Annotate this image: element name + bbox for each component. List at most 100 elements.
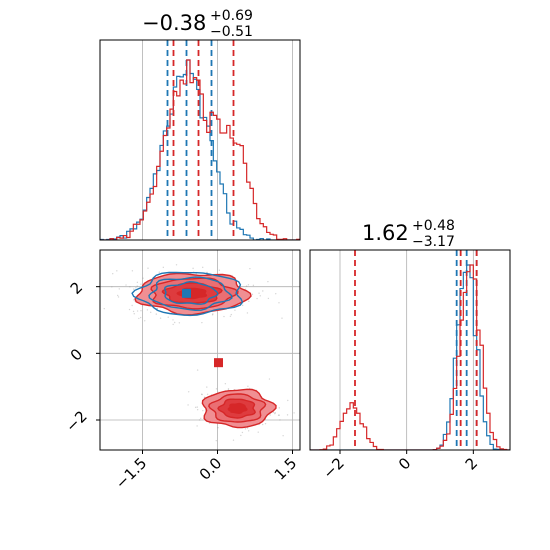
scatter-point: [215, 439, 217, 442]
scatter-point: [247, 430, 250, 432]
scatter-point: [252, 284, 255, 287]
scatter-point: [249, 267, 251, 270]
scatter-point: [218, 269, 221, 271]
scatter-point: [281, 317, 283, 319]
scatter-point: [206, 271, 208, 274]
scatter-point: [262, 423, 264, 426]
scatter-point: [135, 287, 137, 289]
hist-param1-panel: [309, 249, 511, 451]
scatter-point: [172, 319, 174, 321]
scatter-point: [116, 294, 119, 297]
scatter-point: [116, 270, 118, 272]
scatter-point: [257, 431, 259, 433]
y-tick-label: −2: [62, 407, 90, 435]
scatter-point: [230, 313, 233, 316]
scatter-point: [224, 383, 227, 385]
scatter-point: [138, 317, 140, 320]
scatter-point: [229, 315, 232, 317]
scatter-point: [131, 304, 133, 307]
scatter-point: [275, 293, 277, 295]
scatter-point: [85, 268, 86, 269]
scatter-point: [131, 270, 134, 272]
axis-ticks: −1.5 0.0 1.5 −2 −2 0 0 2 2: [62, 278, 481, 492]
hist-red-param1: [310, 264, 510, 450]
scatter-point: [264, 422, 267, 425]
scatter-point: [155, 313, 158, 315]
scatter-point: [90, 311, 91, 312]
scatter-point: [159, 317, 162, 319]
scatter-point: [136, 285, 138, 287]
scatter-point: [234, 309, 236, 311]
title-param0-value: −0.38: [142, 11, 206, 35]
x-tick-label: −1.5: [112, 454, 150, 492]
scatter-point: [133, 288, 135, 290]
marker-red: [214, 358, 223, 368]
scatter-point: [262, 290, 264, 292]
scatter-point: [146, 309, 149, 311]
scatter-point: [201, 393, 203, 395]
title-param0: −0.38 +0.69 −0.51: [142, 8, 253, 40]
x-tick-label: −2: [319, 454, 347, 482]
scatter-point: [247, 385, 249, 387]
hist-red-param0: [100, 59, 300, 240]
scatter-point: [245, 285, 248, 287]
title-param1: 1.62 +0.48 −3.17: [362, 218, 455, 250]
scatter-point: [196, 369, 199, 371]
scatter-point: [206, 393, 209, 395]
axes-frame: [309, 249, 511, 451]
axes-frame: [99, 249, 301, 451]
scatter-point: [217, 427, 219, 429]
scatter-point: [201, 321, 203, 324]
scatter-point: [136, 281, 139, 284]
scatter-point: [248, 300, 250, 303]
marker-red-secondary: [230, 403, 240, 413]
scatter-point: [256, 297, 258, 300]
scatter-point: [129, 286, 131, 288]
scatter-point: [274, 412, 276, 415]
scatter-point: [141, 305, 144, 307]
scatter-point: [150, 311, 152, 314]
scatter-point: [203, 396, 206, 398]
scatter-points: [85, 264, 295, 442]
scatter-point: [251, 293, 254, 296]
scatter-point: [259, 295, 261, 297]
axes-frame: [99, 39, 301, 241]
scatter-point: [267, 297, 270, 300]
x-tick-label: 2: [462, 454, 481, 473]
scatter-point: [156, 307, 159, 310]
y-tick-label: 0: [67, 345, 86, 364]
scatter-point: [240, 434, 242, 437]
title-param0-sub: −0.51: [210, 24, 253, 40]
scatter-point: [241, 304, 244, 307]
contour-blue: [163, 280, 219, 305]
scatter-point: [187, 391, 190, 393]
hist-param0-panel: [99, 39, 301, 241]
scatter-point: [202, 266, 204, 269]
scatter-point: [125, 284, 127, 286]
scatter-point: [268, 378, 271, 380]
scatter-point: [246, 312, 249, 314]
scatter-point: [272, 411, 275, 413]
x-tick-label: 0.0: [196, 454, 226, 484]
scatter-point: [277, 414, 280, 416]
scatter-point: [201, 393, 203, 396]
marker-blue: [182, 288, 191, 298]
scatter-point: [244, 428, 247, 430]
x-tick-label: 1.5: [271, 454, 301, 484]
scatter-point: [211, 314, 214, 316]
scatter-point: [223, 315, 225, 318]
scatter-point: [247, 284, 250, 286]
scatter-point: [103, 307, 105, 310]
scatter-point: [117, 296, 120, 298]
scatter-point: [167, 316, 169, 318]
scatter-point: [140, 283, 142, 285]
scatter-point: [202, 409, 204, 412]
scatter-point: [279, 419, 281, 421]
scatter-point: [172, 323, 174, 326]
scatter-point: [112, 273, 114, 275]
scatter-point: [278, 414, 280, 416]
scatter-point: [198, 419, 201, 421]
scatter-point: [194, 406, 197, 409]
scatter-point: [192, 267, 194, 270]
